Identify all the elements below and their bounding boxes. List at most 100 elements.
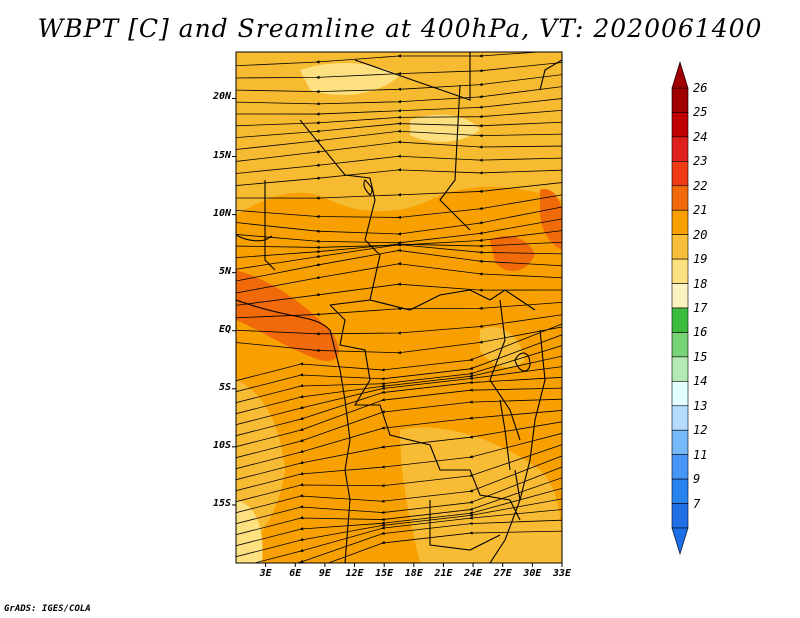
- colorbar-box-16: [671, 332, 689, 358]
- border-namibia: [344, 469, 351, 563]
- lon-label-30E: 30E: [523, 568, 542, 579]
- streamline: [236, 282, 562, 306]
- streamline: [236, 421, 562, 481]
- border-kenya-somalia: [489, 289, 536, 311]
- country-borders: [236, 52, 562, 563]
- colorbar-label-23: 23: [693, 154, 708, 169]
- colorbar-label-12: 12: [693, 423, 708, 438]
- colorbar-box-21: [671, 209, 689, 235]
- colorbar-label-16: 16: [693, 325, 708, 340]
- colorbar-box-23: [671, 161, 689, 187]
- colorbar-box-24: [671, 136, 689, 162]
- lake-victoria: [514, 352, 531, 372]
- streamline: [236, 52, 544, 67]
- colorbar-label-14: 14: [693, 374, 708, 389]
- streamline: [236, 74, 562, 94]
- colorbar-label-19: 19: [693, 252, 708, 267]
- colorbar-label-26: 26: [693, 81, 708, 95]
- colorbar-label-15: 15: [693, 349, 708, 364]
- streamline: [299, 530, 562, 563]
- lon-label-18E: 18E: [404, 568, 423, 579]
- colorbar-box-13: [671, 405, 689, 431]
- lat-label-5N: 5N: [218, 265, 231, 277]
- streamline: [236, 301, 562, 319]
- colorbar: [671, 60, 689, 556]
- border-great-lakes: [489, 299, 521, 441]
- streamline: [236, 140, 562, 162]
- colorbar-label-13: 13: [693, 398, 708, 413]
- lon-label-33E: 33E: [552, 568, 572, 579]
- colorbar-box-15: [671, 356, 689, 382]
- streamline: [236, 129, 562, 150]
- streamline: [236, 314, 562, 336]
- colorbar-label-25: 25: [693, 105, 708, 120]
- colorbar-box-19: [671, 258, 689, 284]
- border-mali-guinea: [264, 180, 276, 271]
- colorbar-box-18: [671, 283, 689, 309]
- border-drc-north: [369, 289, 491, 311]
- streamline: [236, 109, 562, 127]
- border-angola-zambia: [354, 379, 441, 471]
- streamline: [236, 432, 562, 492]
- colorbar-label-24: 24: [693, 129, 708, 144]
- colorbar-box-7: [671, 503, 689, 529]
- border-niger-chad: [299, 119, 376, 241]
- border-red-sea: [539, 59, 562, 91]
- lon-label-27E: 27E: [493, 568, 512, 579]
- lon-label-12E: 12E: [345, 568, 364, 579]
- coastline-west-south: [329, 329, 351, 471]
- lon-label-21E: 21E: [434, 568, 453, 579]
- streamline: [236, 154, 562, 174]
- lat-label-15S: 15S: [212, 497, 231, 509]
- colorbar-label-21: 21: [693, 203, 708, 218]
- coastline-gulf-of-guinea: [236, 299, 331, 331]
- lake-malawi: [514, 469, 521, 501]
- colorbar-box-20: [671, 234, 689, 260]
- lon-label-3E: 3E: [259, 568, 272, 579]
- border-botswana: [429, 500, 501, 551]
- lat-tick-marks: [232, 97, 236, 506]
- colorbar-label-9: 9: [693, 472, 701, 487]
- lat-label-5S: 5S: [218, 381, 231, 393]
- border-libya-egypt: [354, 52, 471, 101]
- colorbar-box-12: [671, 429, 689, 455]
- colorbar-box-17: [671, 307, 689, 333]
- wbpt-region-22-23-ethiopia: [540, 189, 562, 250]
- streamline: [236, 98, 562, 116]
- streamline: [236, 326, 562, 355]
- lon-tick-marks: [265, 563, 563, 567]
- lon-label-24E: 24E: [464, 568, 483, 579]
- colorbar-label-20: 20: [693, 227, 708, 242]
- lat-label-20N: 20N: [212, 91, 231, 103]
- border-car: [329, 239, 381, 306]
- colorbar-box-11: [671, 454, 689, 480]
- streamlines: [236, 52, 562, 563]
- lat-label-EQ: EQ: [218, 323, 231, 335]
- border-zambia-zimbabwe: [440, 469, 521, 521]
- colorbar-label-11: 11: [693, 447, 708, 462]
- streamline: [236, 387, 562, 448]
- colorbar-box-25: [671, 112, 689, 138]
- coastline-east: [489, 329, 546, 563]
- lon-label-6E: 6E: [289, 568, 302, 579]
- streamline: [236, 242, 562, 270]
- colorbar-top-arrow: [671, 60, 689, 89]
- colorbar-box-9: [671, 478, 689, 504]
- colorbar-box-22: [671, 185, 689, 211]
- streamline: [236, 168, 562, 186]
- border-sudan: [439, 84, 471, 231]
- lake-chad: [363, 179, 373, 196]
- border-congo: [329, 304, 371, 381]
- lake-tanganyika: [499, 399, 511, 471]
- colorbar-label-17: 17: [693, 301, 708, 315]
- streamline: [236, 62, 562, 79]
- streamline: [236, 444, 562, 503]
- colorbar-label-22: 22: [693, 178, 708, 193]
- colorbar-box-26: [671, 87, 689, 113]
- colorbar-box-14: [671, 381, 689, 407]
- streamline: [236, 194, 562, 219]
- map-title: WBPT [C] and Sreamline at 400hPa, VT: 20…: [37, 14, 763, 43]
- lat-label-10S: 10S: [212, 439, 231, 451]
- lon-label-9E: 9E: [318, 568, 331, 579]
